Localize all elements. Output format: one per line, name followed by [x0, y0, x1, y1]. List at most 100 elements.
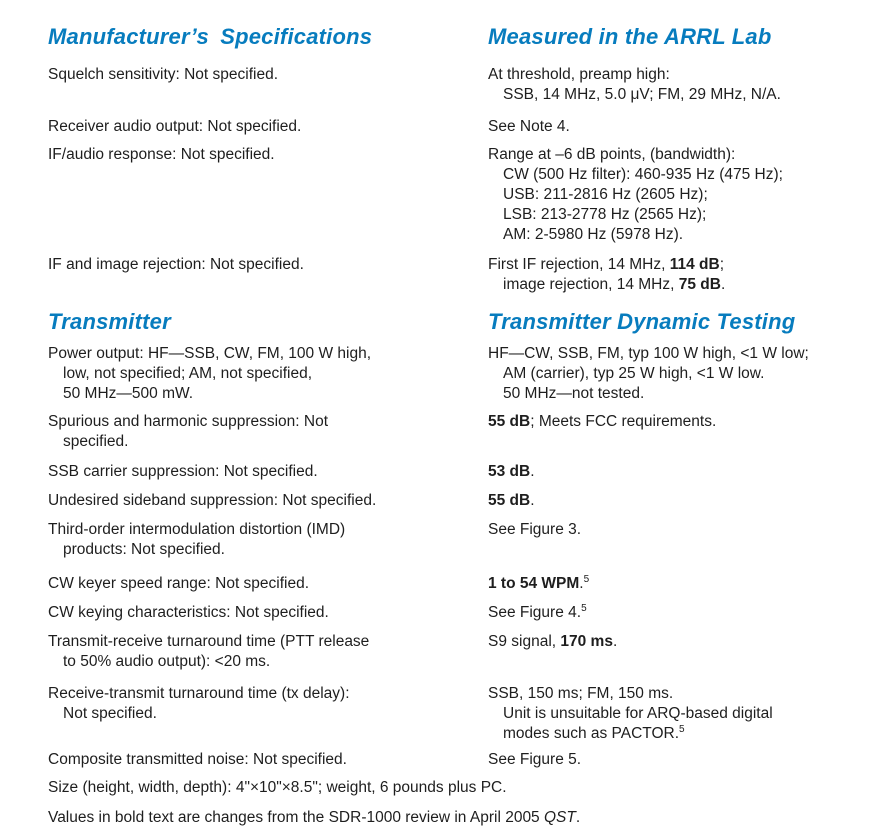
spec-line: Undesired sideband suppression: Not spec… — [48, 491, 482, 511]
footnote-ref: 5 — [583, 573, 590, 585]
text-segment: . — [530, 463, 535, 480]
text-segment: AM: 2-5980 Hz (5978 Hz). — [503, 226, 684, 243]
spec-line: AM (carrier), typ 25 W high, <1 W low. — [488, 364, 869, 384]
text-segment: At threshold, preamp high: — [488, 66, 670, 83]
spec-right-cell: See Figure 5. — [488, 750, 875, 770]
text-segment: to 50% audio output): <20 ms. — [63, 653, 271, 670]
spec-left-cell: Power output: HF—SSB, CW, FM, 100 W high… — [48, 344, 488, 404]
spec-line: Receive-transmit turnaround time (tx del… — [48, 684, 482, 704]
transmitter-spec-row: Spurious and harmonic suppression: Not sp… — [48, 412, 875, 452]
spec-line: S9 signal, 170 ms. — [488, 632, 869, 652]
spec-line: Receiver audio output: Not specified. — [48, 117, 482, 137]
spec-right-cell: At threshold, preamp high: SSB, 14 MHz, 5… — [488, 65, 875, 105]
receiver-spec-row: Receiver audio output: Not specified. See… — [48, 117, 875, 137]
transmitter-heading: Transmitter — [48, 309, 171, 334]
spec-left-cell: Undesired sideband suppression: Not spec… — [48, 491, 488, 511]
spec-line: First IF rejection, 14 MHz, 114 dB; — [488, 255, 869, 275]
spec-line: See Figure 4.5 — [488, 603, 869, 623]
manufacturers-specifications-heading: Manufacturer’s Specifications — [48, 24, 373, 49]
footnote-ref: 5 — [581, 602, 587, 614]
spec-left-cell: Squelch sensitivity: Not specified. — [48, 65, 488, 105]
text-segment: low, not specified; AM, not specified, — [63, 365, 312, 382]
bold-measured-value: 53 dB — [488, 463, 531, 480]
spec-line: SSB, 14 MHz, 5.0 μV; FM, 29 MHz, N/A. — [488, 85, 869, 105]
spec-right-cell: S9 signal, 170 ms. — [488, 632, 875, 672]
transmitter-spec-row: Power output: HF—SSB, CW, FM, 100 W high… — [48, 344, 875, 404]
spec-line: Unit is unsuitable for ARQ-based digital — [488, 704, 869, 724]
text-segment: ; Meets FCC requirements. — [530, 413, 717, 430]
text-segment: . — [579, 575, 584, 592]
transmitter-spec-row: Composite transmitted noise: Not specifi… — [48, 750, 875, 770]
spec-right-cell: 55 dB. — [488, 491, 875, 511]
transmitter-spec-row: Receive-transmit turnaround time (tx del… — [48, 684, 875, 744]
size-weight-line: Size (height, width, depth): 4"×10"×8.5"… — [48, 779, 507, 796]
spec-right-cell: SSB, 150 ms; FM, 150 ms. Unit is unsuitab… — [488, 684, 875, 744]
spec-left-cell: Receive-transmit turnaround time (tx del… — [48, 684, 488, 744]
spec-line: CW (500 Hz filter): 460-935 Hz (475 Hz); — [488, 165, 869, 185]
text-segment: image rejection, 14 MHz, — [503, 276, 679, 293]
spec-line: IF/audio response: Not specified. — [48, 145, 482, 165]
text-segment: SSB, 14 MHz, 5.0 μV; FM, 29 MHz, N/A. — [503, 86, 781, 103]
text-segment: Power output: HF—SSB, CW, FM, 100 W high… — [48, 345, 372, 362]
spec-line: Transmit-receive turnaround time (PTT re… — [48, 632, 482, 652]
text-segment: modes such as PACTOR. — [503, 725, 680, 742]
receiver-spec-row: IF and image rejection: Not specified. Fi… — [48, 255, 875, 295]
text-segment: 50 MHz—not tested. — [503, 385, 645, 402]
spec-line: See Figure 5. — [488, 750, 869, 770]
column-headings: Manufacturer’s Specifications Measured i… — [48, 24, 875, 50]
text-segment: 50 MHz—500 mW. — [63, 385, 194, 402]
spec-left-cell: IF/audio response: Not specified. — [48, 145, 488, 245]
bold-measured-value: 55 dB — [488, 413, 531, 430]
text-segment: See Note 4. — [488, 118, 570, 135]
receiver-spec-rows: Squelch sensitivity: Not specified. At th… — [48, 65, 875, 295]
spec-line: Power output: HF—SSB, CW, FM, 100 W high… — [48, 344, 482, 364]
text-segment: Composite transmitted noise: Not specifi… — [48, 751, 347, 768]
text-segment: USB: 211-2816 Hz (2605 Hz); — [503, 186, 708, 203]
measured-in-arrl-lab-heading: Measured in the ARRL Lab — [488, 24, 772, 49]
bold-measured-value: 1 to 54 WPM — [488, 575, 580, 592]
spec-right-cell: 53 dB. — [488, 462, 875, 482]
spec-left-cell: Composite transmitted noise: Not specifi… — [48, 750, 488, 770]
text-segment: products: Not specified. — [63, 541, 225, 558]
text-segment: See Figure 4. — [488, 604, 582, 621]
spec-left-cell: Third-order intermodulation distortion (… — [48, 520, 488, 560]
note-period: . — [575, 809, 581, 826]
spec-line: See Figure 3. — [488, 520, 869, 540]
text-segment: SSB, 150 ms; FM, 150 ms. — [488, 685, 674, 702]
spec-right-cell: See Figure 4.5 — [488, 603, 875, 623]
spec-line: See Note 4. — [488, 117, 869, 137]
spec-line: image rejection, 14 MHz, 75 dB. — [488, 275, 869, 295]
transmitter-spec-row: SSB carrier suppression: Not specified. 5… — [48, 462, 875, 482]
spec-line: SSB, 150 ms; FM, 150 ms. — [488, 684, 869, 704]
spec-line: 1 to 54 WPM.5 — [488, 574, 869, 594]
text-segment: . — [612, 633, 618, 650]
spec-right-cell: See Figure 3. — [488, 520, 875, 560]
text-segment: First IF rejection, 14 MHz, — [488, 256, 670, 273]
footnote-ref: 5 — [679, 723, 685, 735]
transmitter-spec-row: CW keyer speed range: Not specified. 1 to… — [48, 574, 875, 594]
spec-left-cell: CW keying characteristics: Not specified… — [48, 603, 488, 623]
spec-line: SSB carrier suppression: Not specified. — [48, 462, 482, 482]
spec-line: 55 dB; Meets FCC requirements. — [488, 412, 869, 432]
transmitter-spec-row: CW keying characteristics: Not specified… — [48, 603, 875, 623]
text-segment: ; — [719, 256, 725, 273]
text-segment: CW keyer speed range: Not specified. — [48, 575, 310, 592]
spec-line: IF and image rejection: Not specified. — [48, 255, 482, 275]
transmitter-dynamic-testing-heading: Transmitter Dynamic Testing — [488, 309, 796, 334]
transmitter-section-headings: Transmitter Transmitter Dynamic Testing — [48, 309, 875, 335]
spec-line: At threshold, preamp high: — [488, 65, 869, 85]
bold-measured-value: 75 dB — [678, 276, 721, 293]
spec-right-cell: See Note 4. — [488, 117, 875, 137]
note-text: Values in bold text are changes from the… — [48, 809, 544, 826]
spec-line: Squelch sensitivity: Not specified. — [48, 65, 482, 85]
text-segment: HF—CW, SSB, FM, typ 100 W high, <1 W low… — [488, 345, 809, 362]
transmitter-spec-row: Undesired sideband suppression: Not spec… — [48, 491, 875, 511]
spec-line: CW keyer speed range: Not specified. — [48, 574, 482, 594]
spec-left-cell: SSB carrier suppression: Not specified. — [48, 462, 488, 482]
spec-line: modes such as PACTOR.5 — [488, 724, 869, 744]
spec-left-cell: IF and image rejection: Not specified. — [48, 255, 488, 295]
spec-line: CW keying characteristics: Not specified… — [48, 603, 482, 623]
text-segment: . — [530, 492, 535, 509]
spec-left-cell: CW keyer speed range: Not specified. — [48, 574, 488, 594]
